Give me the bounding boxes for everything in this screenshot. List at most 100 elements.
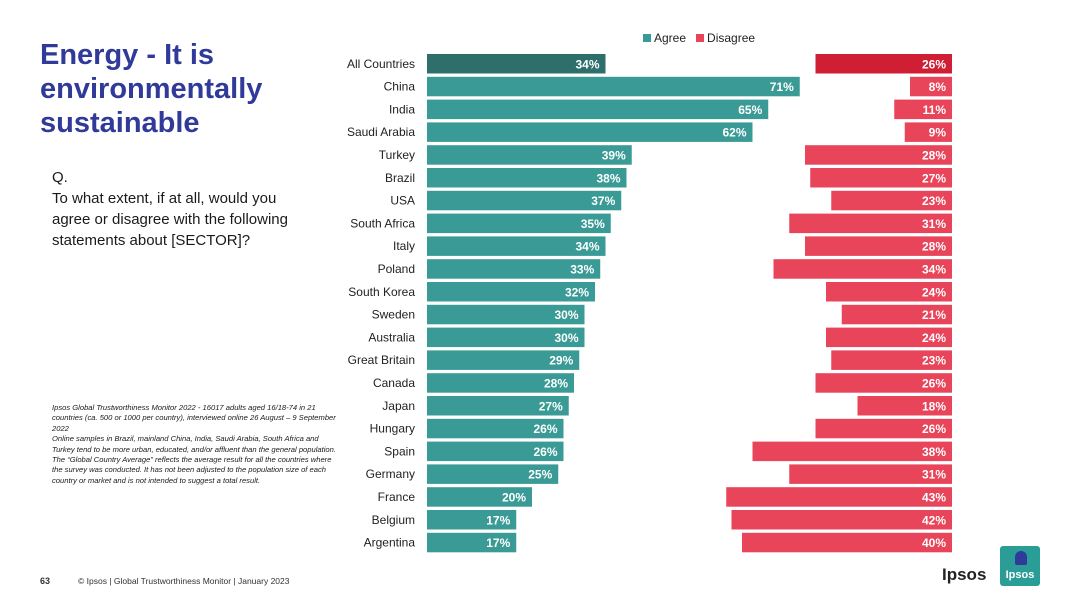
disagree-value-spain: 38%: [922, 445, 946, 459]
footer: 63 © Ipsos | Global Trustworthiness Moni…: [40, 576, 290, 586]
disagree-value-brazil: 27%: [922, 171, 946, 185]
agree-value-australia: 30%: [554, 331, 578, 345]
category-label-spain: Spain: [384, 444, 415, 458]
agree-value-germany: 25%: [528, 468, 552, 482]
agree-value-sweden: 30%: [554, 308, 578, 322]
disagree-bar-great-britain: [831, 350, 952, 370]
agree-bar-sweden: [427, 304, 585, 325]
agree-value-argentina: 17%: [486, 536, 510, 550]
methodology-notes: Ipsos Global Trustworthiness Monitor 202…: [52, 403, 342, 486]
agree-bar-spain: [427, 441, 564, 462]
note-average: The “Global Country Average” reflects th…: [52, 455, 332, 485]
legend-agree-label: Agree: [654, 31, 687, 45]
disagree-value-turkey: 28%: [922, 148, 946, 162]
legend-disagree-label: Disagree: [707, 31, 756, 45]
disagree-value-japan: 18%: [922, 399, 946, 413]
category-label-italy: Italy: [393, 239, 415, 253]
disagree-bar-south-korea: [826, 282, 952, 302]
disagree-bar-brazil: [810, 168, 952, 188]
category-label-turkey: Turkey: [379, 148, 415, 162]
category-label-canada: Canada: [373, 376, 415, 390]
agree-bar-china: [427, 76, 800, 97]
category-label-south-africa: South Africa: [350, 216, 415, 230]
agree-bar-turkey: [427, 145, 632, 165]
page-number: 63: [40, 576, 51, 586]
agree-value-south-korea: 32%: [565, 285, 589, 299]
legend-agree: Agree: [643, 31, 686, 45]
disagree-value-south-africa: 31%: [922, 217, 946, 231]
disagree-bar-italy: [805, 236, 952, 256]
disagree-value-france: 43%: [922, 490, 946, 504]
chart-legend: Agree Disagree: [643, 31, 765, 45]
agree-value-saudi-arabia: 62%: [722, 126, 746, 140]
agree-bar-south-korea: [427, 282, 595, 302]
legend-agree-swatch: [643, 34, 651, 42]
disagree-bar-france: [726, 487, 952, 507]
agree-bar-france: [427, 487, 532, 507]
disagree-bar-sweden: [841, 304, 952, 325]
category-label-australia: Australia: [368, 330, 415, 344]
disagree-value-china: 8%: [929, 80, 947, 94]
disagree-bar-china: [910, 76, 952, 97]
disagree-value-belgium: 42%: [922, 513, 946, 527]
legend-disagree-swatch: [696, 34, 705, 42]
disagree-value-germany: 31%: [922, 468, 946, 482]
disagree-value-all-countries: 26%: [922, 57, 946, 71]
agree-value-brazil: 38%: [596, 171, 620, 185]
disagree-value-great-britain: 23%: [922, 354, 946, 368]
disagree-bar-hungary: [815, 418, 952, 439]
legend-disagree: Disagree: [696, 31, 755, 45]
category-label-all-countries: All Countries: [347, 57, 415, 71]
category-label-hungary: Hungary: [370, 422, 415, 436]
disagree-bar-saudi-arabia: [904, 122, 952, 142]
ipsos-logo-badge: Ipsos: [1000, 546, 1040, 586]
agree-value-turkey: 39%: [602, 148, 626, 162]
note-samples: Online samples in Brazil, mainland China…: [52, 434, 336, 454]
note-survey: Ipsos Global Trustworthiness Monitor 202…: [52, 403, 336, 433]
disagree-bar-turkey: [805, 145, 952, 165]
category-label-usa: USA: [390, 194, 415, 208]
disagree-bar-spain: [752, 441, 952, 462]
category-label-belgium: Belgium: [372, 513, 415, 527]
agree-bar-brazil: [427, 168, 627, 188]
agree-bar-all-countries: [427, 54, 606, 74]
question-block: Q. To what extent, if at all, would you …: [52, 167, 292, 251]
agree-value-usa: 37%: [591, 194, 615, 208]
disagree-bar-poland: [773, 259, 952, 279]
disagree-bar-all-countries: [815, 54, 952, 74]
disagree-bar-germany: [789, 464, 952, 484]
agree-bar-south-africa: [427, 213, 611, 234]
agree-bar-argentina: [427, 532, 517, 553]
agree-bar-japan: [427, 396, 569, 416]
agree-bar-usa: [427, 190, 622, 211]
agree-value-canada: 28%: [544, 376, 568, 390]
category-label-saudi-arabia: Saudi Arabia: [347, 125, 415, 139]
footer-text: © Ipsos | Global Trustworthiness Monitor…: [78, 576, 290, 586]
agree-bar-hungary: [427, 418, 564, 439]
disagree-value-australia: 24%: [922, 331, 946, 345]
disagree-bar-japan: [857, 396, 952, 416]
agree-bar-germany: [427, 464, 559, 484]
disagree-bar-india: [894, 99, 952, 120]
category-label-poland: Poland: [378, 262, 415, 276]
agree-value-italy: 34%: [575, 240, 599, 254]
agree-value-belgium: 17%: [486, 513, 510, 527]
category-label-great-britain: Great Britain: [348, 353, 415, 367]
disagree-value-italy: 28%: [922, 240, 946, 254]
category-label-argentina: Argentina: [364, 536, 416, 550]
agree-bar-great-britain: [427, 350, 580, 370]
disagree-bar-canada: [815, 373, 952, 393]
disagree-value-south-korea: 24%: [922, 285, 946, 299]
disagree-value-india: 11%: [923, 103, 947, 117]
agree-bar-italy: [427, 236, 606, 256]
agree-value-spain: 26%: [533, 445, 557, 459]
disagree-bar-belgium: [731, 510, 952, 530]
agree-value-poland: 33%: [570, 262, 594, 276]
logo-badge-label: Ipsos: [1005, 569, 1035, 581]
disagree-value-sweden: 21%: [922, 308, 946, 322]
category-label-sweden: Sweden: [372, 308, 415, 322]
agree-bar-india: [427, 99, 769, 120]
disagree-value-saudi-arabia: 9%: [929, 126, 947, 140]
category-label-brazil: Brazil: [385, 171, 415, 185]
